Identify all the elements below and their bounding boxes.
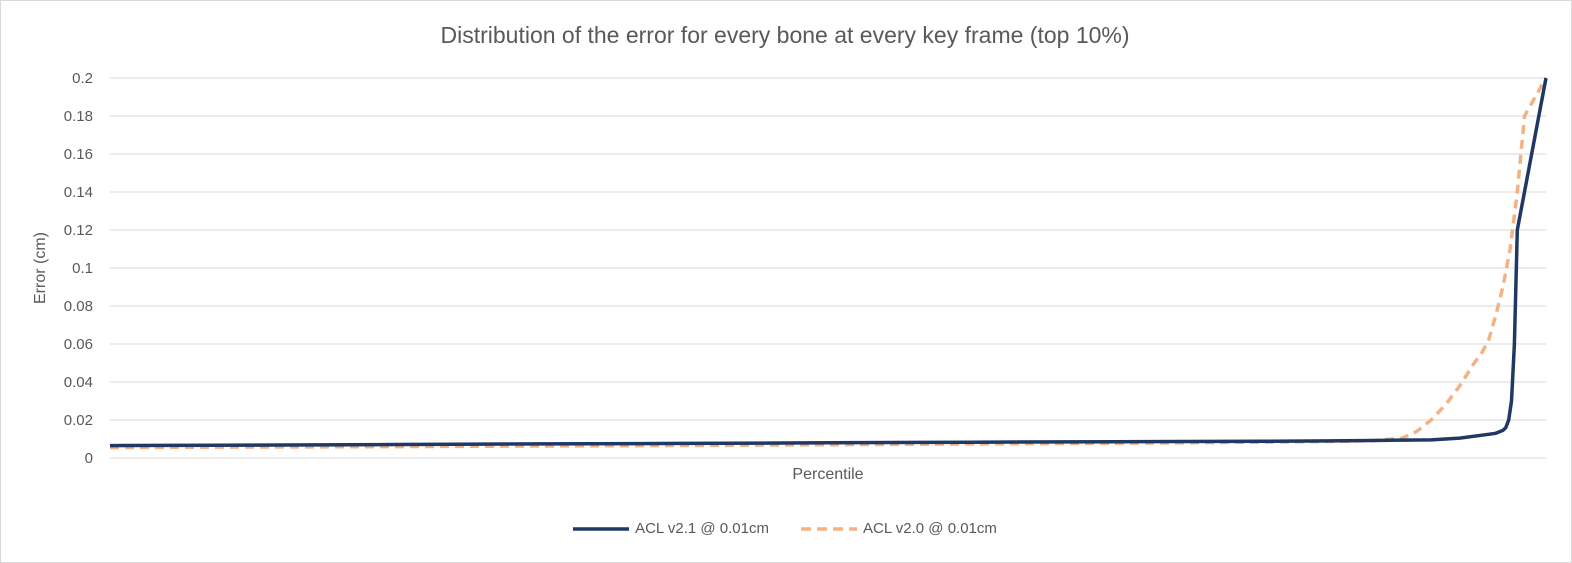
y-tick-label: 0.16 [64,146,93,163]
y-tick-label: 0.08 [64,298,93,315]
legend-item-acl-v2-0: ACL v2.0 @ 0.01cm [801,520,997,537]
x-axis-label: Percentile [792,466,864,483]
y-tick-label: 0.04 [64,374,93,391]
y-tick-label: 0.02 [64,412,93,429]
y-tick-label: 0 [85,450,93,467]
series-line-acl-v2-1 [109,77,1548,448]
y-tick-label: 0.14 [64,184,93,201]
legend-label-acl-v2-1: ACL v2.1 @ 0.01cm [635,520,769,537]
y-tick-label: 0.2 [72,70,93,87]
y-tick-labels: 0.2 0.18 0.16 0.14 0.12 0.1 0.08 0.06 0.04 0.02 0 [64,70,93,467]
y-tick-label: 0.12 [64,222,93,239]
series-lines [109,77,1548,450]
chart-title: Distribution of the error for every bone… [440,22,1130,48]
gridlines [110,77,1546,459]
legend-swatch-acl-v2-1 [573,526,630,531]
legend-item-acl-v2-1: ACL v2.1 @ 0.01cm [573,520,769,537]
y-tick-label: 0.18 [64,108,93,125]
y-tick-label: 0.06 [64,336,93,353]
legend: ACL v2.1 @ 0.01cm ACL v2.0 @ 0.01cm [0,520,1570,537]
legend-swatch-acl-v2-0 [801,526,857,531]
series-line-acl-v2-0 [109,77,1548,450]
y-tick-label: 0.1 [72,260,93,277]
legend-label-acl-v2-0: ACL v2.0 @ 0.01cm [863,520,997,537]
